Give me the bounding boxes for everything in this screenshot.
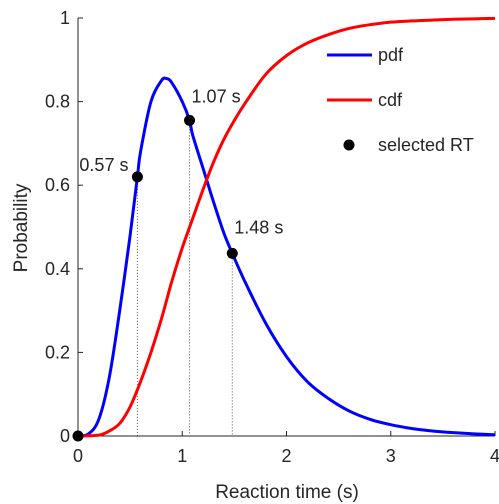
point-annotation: 0.57 s (79, 155, 128, 175)
y-tick-label: 1 (60, 8, 70, 28)
x-axis-label: Reaction time (s) (215, 482, 359, 503)
legend-label-pdf: pdf (378, 45, 404, 65)
selected-rt-point (131, 171, 143, 183)
point-annotation: 1.07 s (192, 86, 241, 106)
point-annotation: 1.48 s (234, 217, 283, 237)
selected-rt-point (72, 430, 84, 442)
x-tick-label: 0 (73, 446, 83, 466)
y-axis-label: Probability (11, 183, 32, 272)
y-tick-label: 0.2 (45, 342, 70, 362)
x-tick-label: 1 (177, 446, 187, 466)
y-tick-label: 0.6 (45, 175, 70, 195)
y-tick-label: 0.4 (45, 259, 70, 279)
y-tick-label: 0.8 (45, 92, 70, 112)
y-tick-label: 0 (60, 426, 70, 446)
plot-area: 0 1 2 3 4 0 0.2 0.4 0.6 0.8 1 0.57 s 1.07 s 1.48 s pdf… (45, 8, 499, 466)
selected-rt-point (184, 114, 196, 126)
x-tick-label: 3 (386, 446, 396, 466)
x-tick-label: 2 (281, 446, 291, 466)
selected-rt-point (226, 247, 238, 259)
legend-label-cdf: cdf (378, 90, 403, 110)
legend-label-selected-rt: selected RT (378, 135, 474, 155)
x-tick-label: 4 (490, 446, 499, 466)
legend-swatch-selected-rt (343, 139, 355, 151)
series-line-cdf (77, 16, 496, 438)
